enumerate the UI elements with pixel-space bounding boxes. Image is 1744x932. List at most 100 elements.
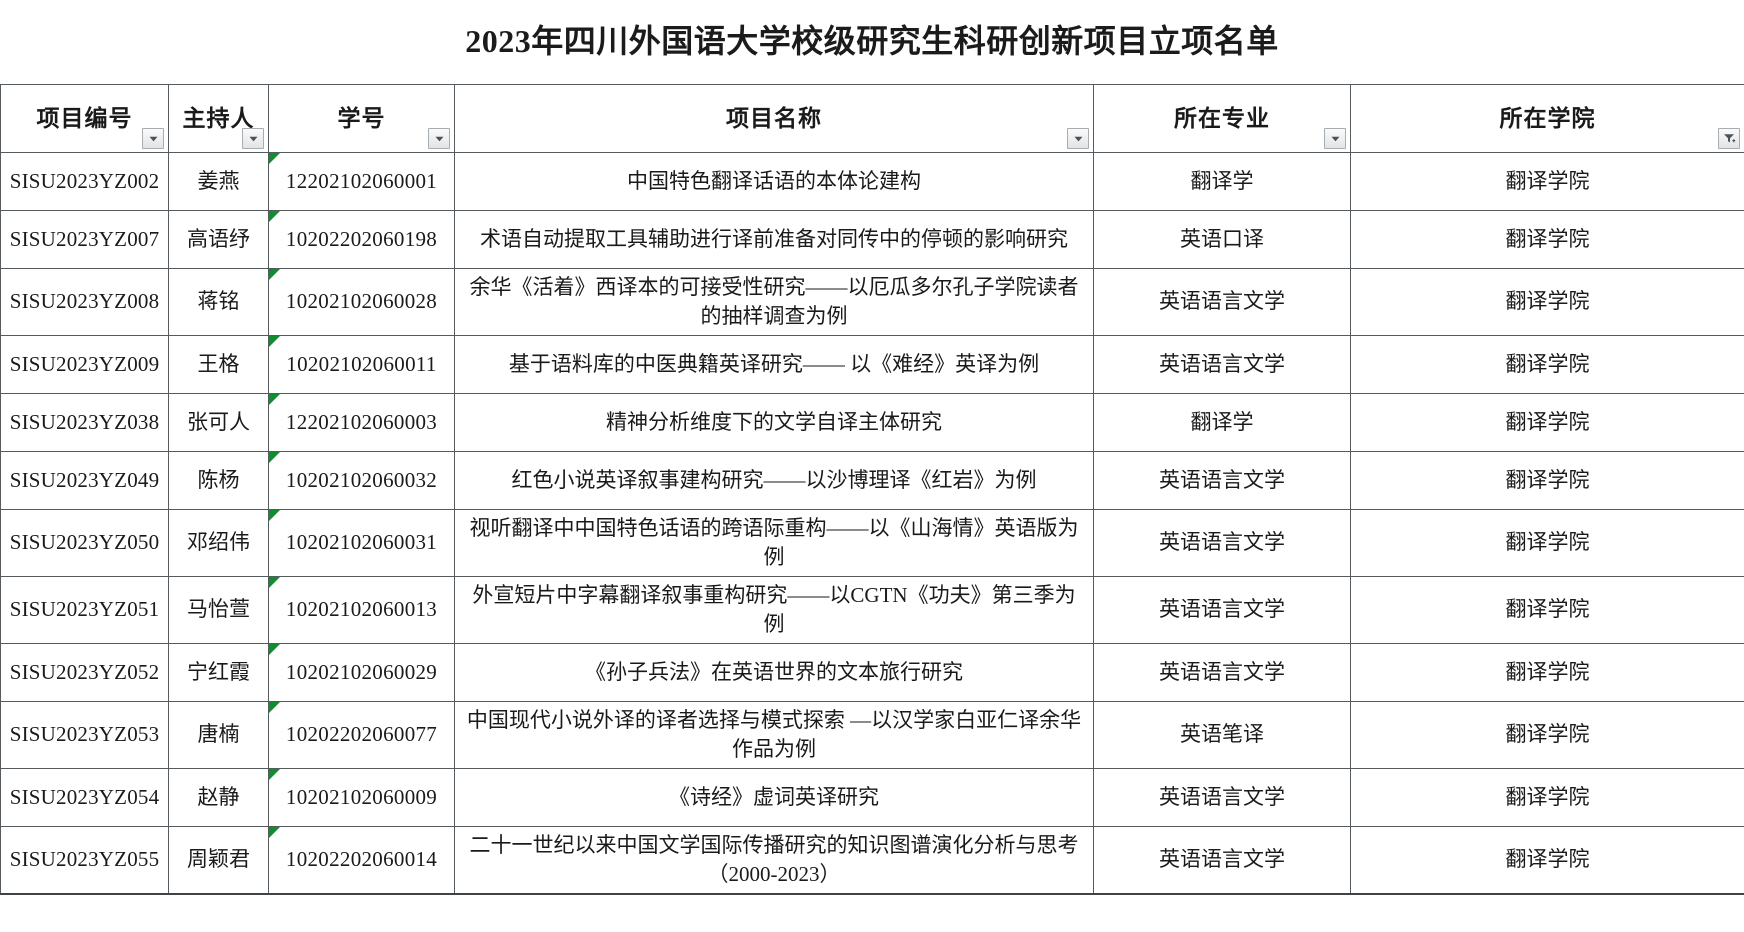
cell-student-id[interactable]: 10202102060011 [268,334,455,394]
cell-major[interactable]: 英语语言文学 [1093,508,1351,577]
filter-applied-icon-college[interactable] [1718,128,1740,149]
title-bar: 2023年四川外国语大学校级研究生科研创新项目立项名单 [0,0,1744,84]
cell-student-id-text: 10202202060077 [285,722,438,747]
number-stored-as-text-marker-icon [269,451,280,463]
cell-student-id[interactable]: 10202102060032 [268,450,455,510]
cell-student-id[interactable]: 10202102060013 [268,575,455,644]
cell-student-id[interactable]: 12202102060001 [268,152,455,211]
cell-major[interactable]: 英语语言文学 [1093,767,1351,827]
cell-student-id[interactable]: 10202202060077 [268,700,455,769]
cell-project-name[interactable]: 中国特色翻译话语的本体论建构 [454,152,1094,211]
cell-major[interactable]: 英语语言文学 [1093,268,1351,336]
cell-host-text: 宁红霞 [187,659,250,684]
cell-project-code[interactable]: SISU2023YZ053 [0,700,169,769]
cell-project-name[interactable]: 视听翻译中中国特色话语的跨语际重构——以《山海情》英语版为例 [454,508,1094,577]
cell-project-name[interactable]: 中国现代小说外译的译者选择与模式探索 —以汉学家白亚仁译余华作品为例 [454,700,1094,769]
cell-project-code[interactable]: SISU2023YZ051 [0,575,169,644]
cell-host[interactable]: 陈杨 [168,450,269,510]
cell-major[interactable]: 翻译学 [1093,392,1351,452]
cell-project-name-text: 精神分析维度下的文学自译主体研究 [606,409,942,434]
cell-student-id[interactable]: 10202102060028 [268,268,455,336]
cell-college-text: 翻译学院 [1505,659,1590,684]
cell-major[interactable]: 英语语言文学 [1093,334,1351,394]
cell-project-name[interactable]: 《孙子兵法》在英语世界的文本旅行研究 [454,642,1094,702]
cell-college[interactable]: 翻译学院 [1350,450,1744,510]
number-stored-as-text-marker-icon [269,269,280,280]
cell-project-name[interactable]: 《诗经》虚词英译研究 [454,767,1094,827]
cell-project-name[interactable]: 精神分析维度下的文学自译主体研究 [454,392,1094,452]
cell-major[interactable]: 英语笔译 [1093,700,1351,769]
cell-major[interactable]: 英语语言文学 [1093,450,1351,510]
cell-project-code[interactable]: SISU2023YZ008 [0,268,169,336]
cell-student-id[interactable]: 10202102060009 [268,767,455,827]
number-stored-as-text-marker-icon [269,576,280,588]
cell-host[interactable]: 王格 [168,334,269,394]
cell-college[interactable]: 翻译学院 [1350,392,1744,452]
cell-project-name-text: 红色小说英译叙事建构研究——以沙博理译《红岩》为例 [511,467,1037,492]
cell-college[interactable]: 翻译学院 [1350,152,1744,211]
filter-dropdown-icon-student-id[interactable] [428,128,450,149]
cell-host[interactable]: 宁红霞 [168,642,269,702]
cell-major[interactable]: 英语语言文学 [1093,825,1351,895]
filter-dropdown-icon-major[interactable] [1324,128,1346,149]
cell-student-id[interactable]: 10202202060198 [268,210,455,269]
project-list-table: 项目编号 主持人 学号 [0,84,1744,895]
cell-student-id[interactable]: 10202202060014 [268,825,455,895]
cell-project-name[interactable]: 术语自动提取工具辅助进行译前准备对同传中的停顿的影响研究 [454,210,1094,269]
cell-project-code[interactable]: SISU2023YZ009 [0,334,169,394]
cell-host[interactable]: 蒋铭 [168,268,269,336]
cell-project-code[interactable]: SISU2023YZ049 [0,450,169,510]
number-stored-as-text-marker-icon [269,211,280,222]
cell-project-code[interactable]: SISU2023YZ038 [0,392,169,452]
cell-student-id[interactable]: 10202102060031 [268,508,455,577]
cell-project-name[interactable]: 红色小说英译叙事建构研究——以沙博理译《红岩》为例 [454,450,1094,510]
cell-project-name[interactable]: 二十一世纪以来中国文学国际传播研究的知识图谱演化分析与思考（2000-2023） [454,825,1094,895]
cell-project-code[interactable]: SISU2023YZ054 [0,767,169,827]
table-header: 项目编号 主持人 学号 [0,84,1744,153]
cell-project-code-text: SISU2023YZ050 [9,530,160,555]
cell-college[interactable]: 翻译学院 [1350,825,1744,895]
cell-college[interactable]: 翻译学院 [1350,334,1744,394]
filter-dropdown-icon-project-code[interactable] [142,128,164,149]
cell-student-id-text: 10202102060011 [286,351,437,376]
column-header-project-name: 项目名称 [454,84,1094,153]
cell-host[interactable]: 周颖君 [168,825,269,895]
cell-college[interactable]: 翻译学院 [1350,575,1744,644]
cell-major[interactable]: 英语语言文学 [1093,575,1351,644]
table-row: SISU2023YZ008 蒋铭 10202102060028 余华《活着》西译本的可… [0,268,1744,336]
cell-college[interactable]: 翻译学院 [1350,767,1744,827]
cell-major-text: 英语笔译 [1180,722,1264,747]
cell-major[interactable]: 翻译学 [1093,152,1351,211]
cell-college[interactable]: 翻译学院 [1350,268,1744,336]
cell-project-name[interactable]: 基于语料库的中医典籍英译研究—— 以《难经》英译为例 [454,334,1094,394]
cell-major-text: 英语口译 [1180,227,1264,252]
table-row: SISU2023YZ055 周颖君 10202202060014 二十一世纪以来中国文… [0,825,1744,895]
cell-project-code[interactable]: SISU2023YZ007 [0,210,169,269]
cell-project-name[interactable]: 外宣短片中字幕翻译叙事重构研究——以CGTN《功夫》第三季为例 [454,575,1094,644]
cell-student-id[interactable]: 12202102060003 [268,392,455,452]
cell-host[interactable]: 张可人 [168,392,269,452]
cell-project-name[interactable]: 余华《活着》西译本的可接受性研究——以厄瓜多尔孔子学院读者的抽样调查为例 [454,268,1094,336]
cell-college[interactable]: 翻译学院 [1350,642,1744,702]
cell-major[interactable]: 英语语言文学 [1093,642,1351,702]
filter-dropdown-icon-project-name[interactable] [1067,128,1089,149]
cell-college[interactable]: 翻译学院 [1350,210,1744,269]
cell-project-name-text: 视听翻译中中国特色话语的跨语际重构——以《山海情》英语版为例 [469,515,1079,569]
cell-host[interactable]: 邓绍伟 [168,508,269,577]
cell-host[interactable]: 姜燕 [168,152,269,211]
filter-dropdown-icon-host[interactable] [242,128,264,149]
cell-college[interactable]: 翻译学院 [1350,508,1744,577]
cell-project-code[interactable]: SISU2023YZ055 [0,825,169,895]
cell-host[interactable]: 赵静 [168,767,269,827]
header-row: 项目编号 主持人 学号 [0,84,1744,153]
cell-host[interactable]: 唐楠 [168,700,269,769]
cell-student-id[interactable]: 10202102060029 [268,642,455,702]
cell-project-code[interactable]: SISU2023YZ050 [0,508,169,577]
cell-college[interactable]: 翻译学院 [1350,700,1744,769]
cell-host[interactable]: 马怡萱 [168,575,269,644]
cell-major[interactable]: 英语口译 [1093,210,1351,269]
cell-host-text: 赵静 [197,784,240,809]
cell-project-code[interactable]: SISU2023YZ052 [0,642,169,702]
cell-project-code[interactable]: SISU2023YZ002 [0,152,169,211]
cell-host[interactable]: 高语纾 [168,210,269,269]
